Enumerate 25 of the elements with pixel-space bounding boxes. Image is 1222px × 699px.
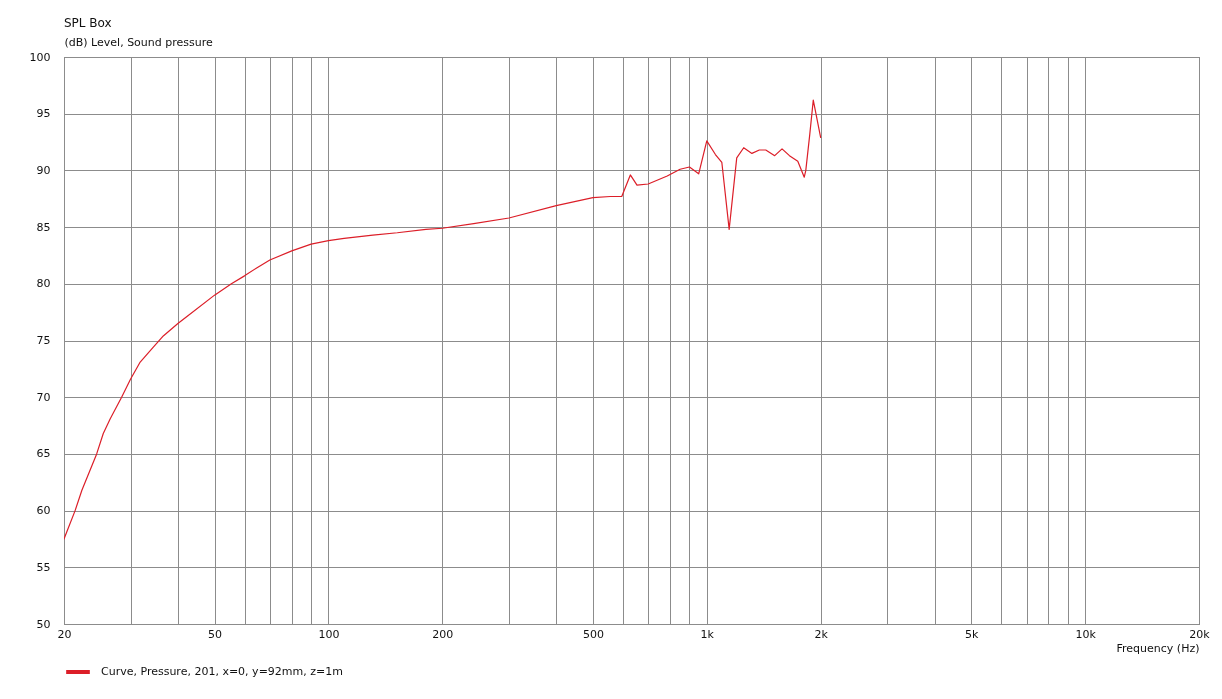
y-tick-label: 60	[36, 504, 51, 518]
x-tick-label: 1k	[700, 627, 715, 641]
chart-title: SPL Box	[64, 16, 112, 30]
y-tick-label: 55	[36, 560, 51, 574]
y-tick-label: 90	[36, 163, 51, 177]
y-tick-label: 75	[36, 334, 51, 347]
x-tick-label: 2k	[814, 627, 829, 641]
x-tick-label: 200	[432, 627, 454, 641]
x-tick-label: 500	[582, 627, 604, 641]
y-tick-label: 50	[36, 617, 51, 631]
y-tick-label: 95	[36, 107, 51, 121]
y-axis-title: (dB) Level, Sound pressure	[64, 35, 214, 49]
x-tick-label: 20	[57, 627, 72, 641]
y-tick-label: 85	[36, 220, 51, 234]
x-tick-label: 10k	[1075, 627, 1097, 641]
y-tick-label: 65	[36, 447, 51, 461]
x-tick-label: 5k	[965, 627, 980, 641]
y-tick-label: 80	[36, 277, 51, 291]
x-tick-label: 20k	[1189, 627, 1211, 641]
x-tick-label: 50	[208, 627, 223, 641]
x-tick-label: 100	[318, 627, 340, 641]
legend-label: Curve, Pressure, 201, x=0, y=92mm, z=1m	[101, 665, 343, 678]
x-axis-title: Frequency (Hz)	[1116, 641, 1200, 655]
y-tick-label: 100	[29, 50, 51, 64]
y-tick-label: 70	[36, 390, 51, 404]
